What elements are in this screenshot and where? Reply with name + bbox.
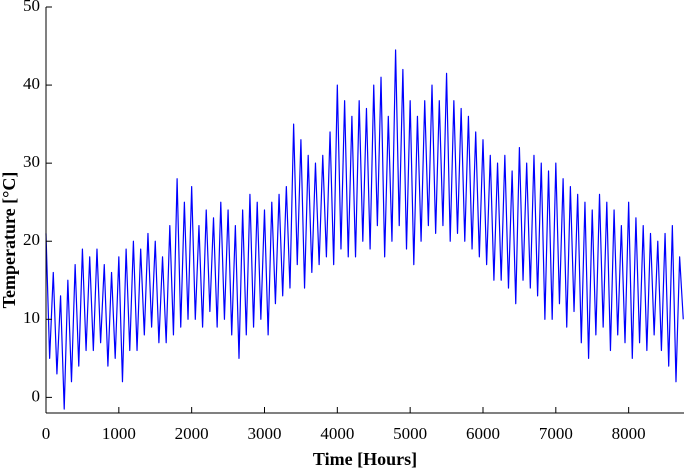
x-tick-label: 2000 (175, 424, 209, 443)
x-tick-label: 5000 (393, 424, 427, 443)
x-axis-label: Time [Hours] (313, 449, 417, 469)
x-tick-label: 7000 (539, 424, 573, 443)
y-tick-label: 10 (23, 308, 40, 327)
x-tick-label: 6000 (466, 424, 500, 443)
y-axis-label: Temperature [°C] (0, 172, 19, 309)
y-tick-label: 50 (23, 0, 40, 15)
x-tick-label: 0 (42, 424, 51, 443)
x-tick-label: 3000 (247, 424, 281, 443)
x-tick-label: 8000 (612, 424, 646, 443)
y-tick-label: 0 (32, 386, 41, 405)
y-tick-label: 20 (23, 230, 40, 249)
y-tick-label: 30 (23, 152, 40, 171)
x-tick-label: 1000 (102, 424, 136, 443)
y-tick-label: 40 (23, 74, 40, 93)
data-line (45, 49, 684, 410)
x-tick-label: 4000 (320, 424, 354, 443)
